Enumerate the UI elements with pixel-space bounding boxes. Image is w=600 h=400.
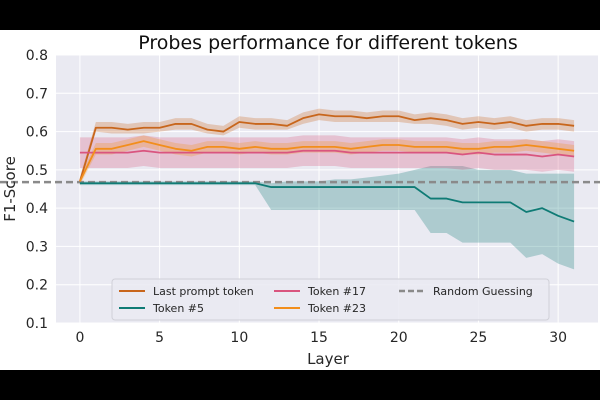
plot-background: [56, 55, 598, 323]
legend-label: Random Guessing: [433, 285, 533, 298]
y-tick-label: 0.4: [26, 201, 48, 217]
x-tick-labels: 0 5 10 15 20 25 30: [75, 330, 567, 346]
x-axis-label: Layer: [307, 350, 350, 368]
x-tick-label: 15: [310, 330, 328, 346]
y-tick-label: 0.5: [26, 163, 48, 179]
legend-label: Token #23: [307, 302, 366, 315]
series-lines: [79, 113, 575, 223]
x-tick-label: 10: [230, 330, 248, 346]
confidence-band-1: [79, 166, 575, 270]
x-tick-label: 25: [470, 330, 488, 346]
line-chart: Probes performance for different tokens …: [0, 32, 600, 368]
legend: Last prompt token Token #5 Token #17 Token …: [111, 278, 550, 321]
series-line-0: [79, 113, 575, 182]
chart-title: Probes performance for different tokens: [138, 32, 517, 54]
legend-label: Token #5: [152, 302, 204, 315]
series-line-2: [79, 149, 575, 158]
x-tick-label: 30: [549, 330, 567, 346]
y-tick-label: 0.7: [26, 86, 48, 102]
x-tick-label: 5: [155, 330, 164, 346]
chart-frame: Probes performance for different tokens …: [0, 30, 600, 370]
x-tick-label: 20: [390, 330, 408, 346]
y-tick-label: 0.3: [26, 239, 48, 255]
y-tick-label: 0.6: [26, 125, 48, 141]
y-axis-label: F1-Score: [1, 156, 19, 222]
confidence-band-2: [79, 135, 575, 172]
legend-box: [111, 278, 550, 321]
legend-label: Token #17: [307, 285, 366, 298]
y-tick-labels: 0.1 0.2 0.3 0.4 0.5 0.6 0.7 0.8: [26, 48, 48, 332]
legend-label: Last prompt token: [153, 285, 254, 298]
series-line-3: [79, 140, 575, 182]
y-tick-label: 0.1: [26, 316, 48, 332]
y-tick-label: 0.2: [26, 278, 48, 294]
y-tick-label: 0.8: [26, 48, 48, 64]
x-tick-label: 0: [75, 330, 84, 346]
series-line-1: [79, 182, 575, 223]
